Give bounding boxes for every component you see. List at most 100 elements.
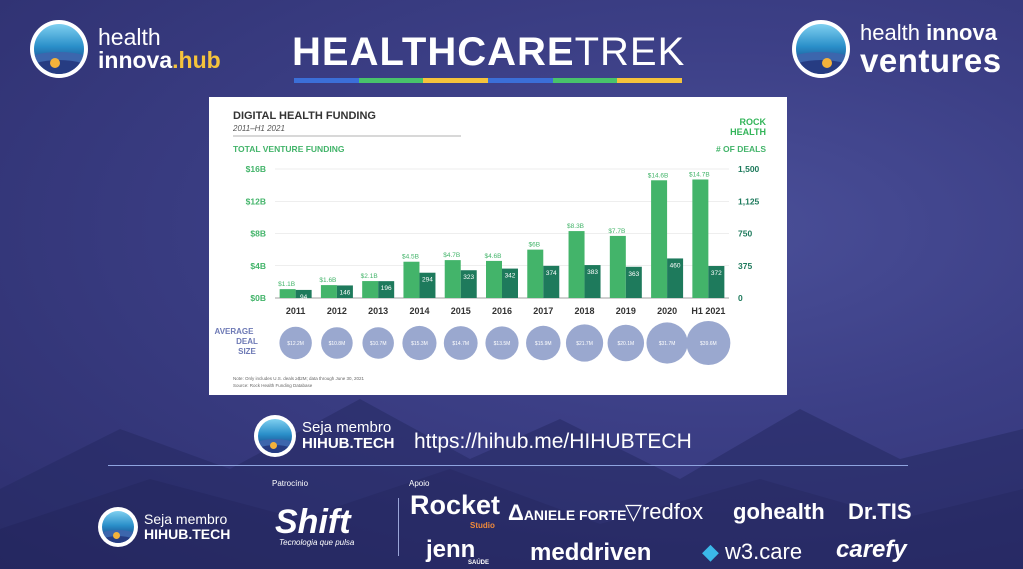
funding-label: $4.5B [402,254,419,261]
chart-svg: DIGITAL HEALTH FUNDING 2011–H1 2021 ROCK… [215,110,767,388]
avg-deal-bubble [279,326,312,360]
member-cta[interactable]: Seja membro HIHUB.TECH [254,415,395,457]
right-tick-label: 750 [738,229,752,239]
shift-tagline: Tecnologia que pulsa [279,538,355,547]
sponsor-redfox: ▽redfox [625,499,704,524]
digital-health-funding-chart: DIGITAL HEALTH FUNDING 2011–H1 2021 ROCK… [209,97,787,395]
page-title: HEALTHCARETREK [292,30,686,74]
x-tick-label: 2017 [533,306,553,316]
avg-deal-label: $10.7M [370,341,387,347]
deals-label: 94 [300,294,308,301]
funding-bar [403,261,420,298]
deals-label: 363 [628,271,639,278]
divider [108,465,908,466]
brand-line2: HEALTH [730,127,766,137]
x-tick-label: 2013 [368,306,388,316]
avg-deal-label: $20.1M [617,341,634,347]
page-title-light: TREK [574,30,686,74]
x-tick-label: H1 2021 [691,306,725,316]
funding-label: $14.7B [689,171,710,178]
right-tick-label: 0 [738,293,743,303]
avg-deal-label: $13.5M [494,341,511,347]
left-tick-label: $0B [250,293,266,303]
left-tick-label: $16B [246,164,266,174]
deals-bar [667,258,684,298]
left-tick-label: $4B [250,261,266,271]
footer-member-line2: HIHUB.TECH [144,526,231,542]
apoio-label: Apoio [409,479,430,488]
funding-bar [651,180,668,298]
title-bar-segment [552,78,618,83]
ventures-logo-line1b: innova [926,19,997,45]
sponsor-daniele-forte: ΔANIELE FORTE [508,500,627,525]
x-tick-label: 2015 [451,306,471,316]
funding-label: $4.7B [443,252,460,259]
deals-bar [336,285,353,298]
deals-label: 323 [463,274,474,281]
avg-label-line3: SIZE [238,347,256,356]
avg-deal-label: $12.2M [287,341,304,347]
footer-member-line1: Seja membro [144,511,228,528]
funding-bar [568,231,585,298]
sponsor-meddriven: meddriven [530,539,652,566]
avg-deal-bubble [607,324,645,362]
left-tick-label: $12B [246,196,266,206]
deals-label: 146 [339,289,350,296]
footer-separator [398,498,399,556]
funding-bar [362,281,379,298]
avg-deal-bubble [686,321,731,365]
sponsor-gohealth: gohealth [733,499,825,524]
deals-bar [460,270,477,298]
funding-label: $14.6B [648,172,669,179]
deals-bar [419,272,436,298]
title-color-bar [294,78,683,83]
left-axis-label: TOTAL VENTURE FUNDING [233,144,345,154]
chart-title: DIGITAL HEALTH FUNDING [233,110,376,122]
deals-label: 372 [711,270,722,277]
chart-source: Source: Rock Health Funding Database [233,383,313,388]
title-bar-segment [617,78,683,83]
mountain-backdrop [0,399,1023,569]
left-tick-label: $8B [250,229,266,239]
funding-bar [527,249,544,298]
avg-deal-label: $21.7M [576,341,593,347]
funding-bar [692,179,709,298]
avg-deal-label: $15.3M [411,341,428,347]
right-tick-label: 1,125 [738,196,760,206]
funding-bar [609,235,626,298]
funding-label: $7.7B [608,228,625,235]
hub-logo-emblem [30,20,88,78]
title-bar-segment [423,78,489,83]
deals-label: 342 [505,273,516,280]
sponsor-rocket: Rocket Studio [410,490,501,530]
health-innova-ventures-logo: health innova ventures [792,20,1002,78]
shift-name: Shift [275,503,351,541]
avg-deal-label: $10.8M [329,341,346,347]
funding-bar [279,289,296,298]
avg-label-line1: AVERAGE [215,327,255,336]
funding-label: $6B [528,242,540,249]
title-bar-segment [358,78,424,83]
deals-bar [625,266,642,298]
deals-label: 196 [381,285,392,292]
avg-deal-label: $39.6M [700,341,717,347]
x-tick-label: 2011 [286,306,306,316]
hub-logo-line2b: .hub [172,47,221,73]
avg-deal-bubble [402,325,437,361]
ventures-logo-line1a: health [860,19,927,45]
member-line2: HIHUB.TECH [302,435,395,452]
funding-bar [320,285,337,298]
avg-deal-label: $31.7M [659,341,676,347]
member-cta-footer[interactable]: Seja membro HIHUB.TECH [98,507,230,547]
funding-bar [444,260,461,298]
deals-bar [295,289,312,298]
deals-bar [502,268,518,298]
patrocinio-label: Patrocínio [272,479,309,488]
membership-url[interactable]: https://hihub.me/HIHUBTECH [414,430,692,453]
right-tick-label: 1,500 [738,164,760,174]
deals-label: 294 [422,277,433,284]
deals-bar [543,265,560,298]
avg-deal-bubble [443,326,478,360]
x-tick-label: 2019 [616,306,636,316]
avg-deal-bubble [485,326,519,360]
